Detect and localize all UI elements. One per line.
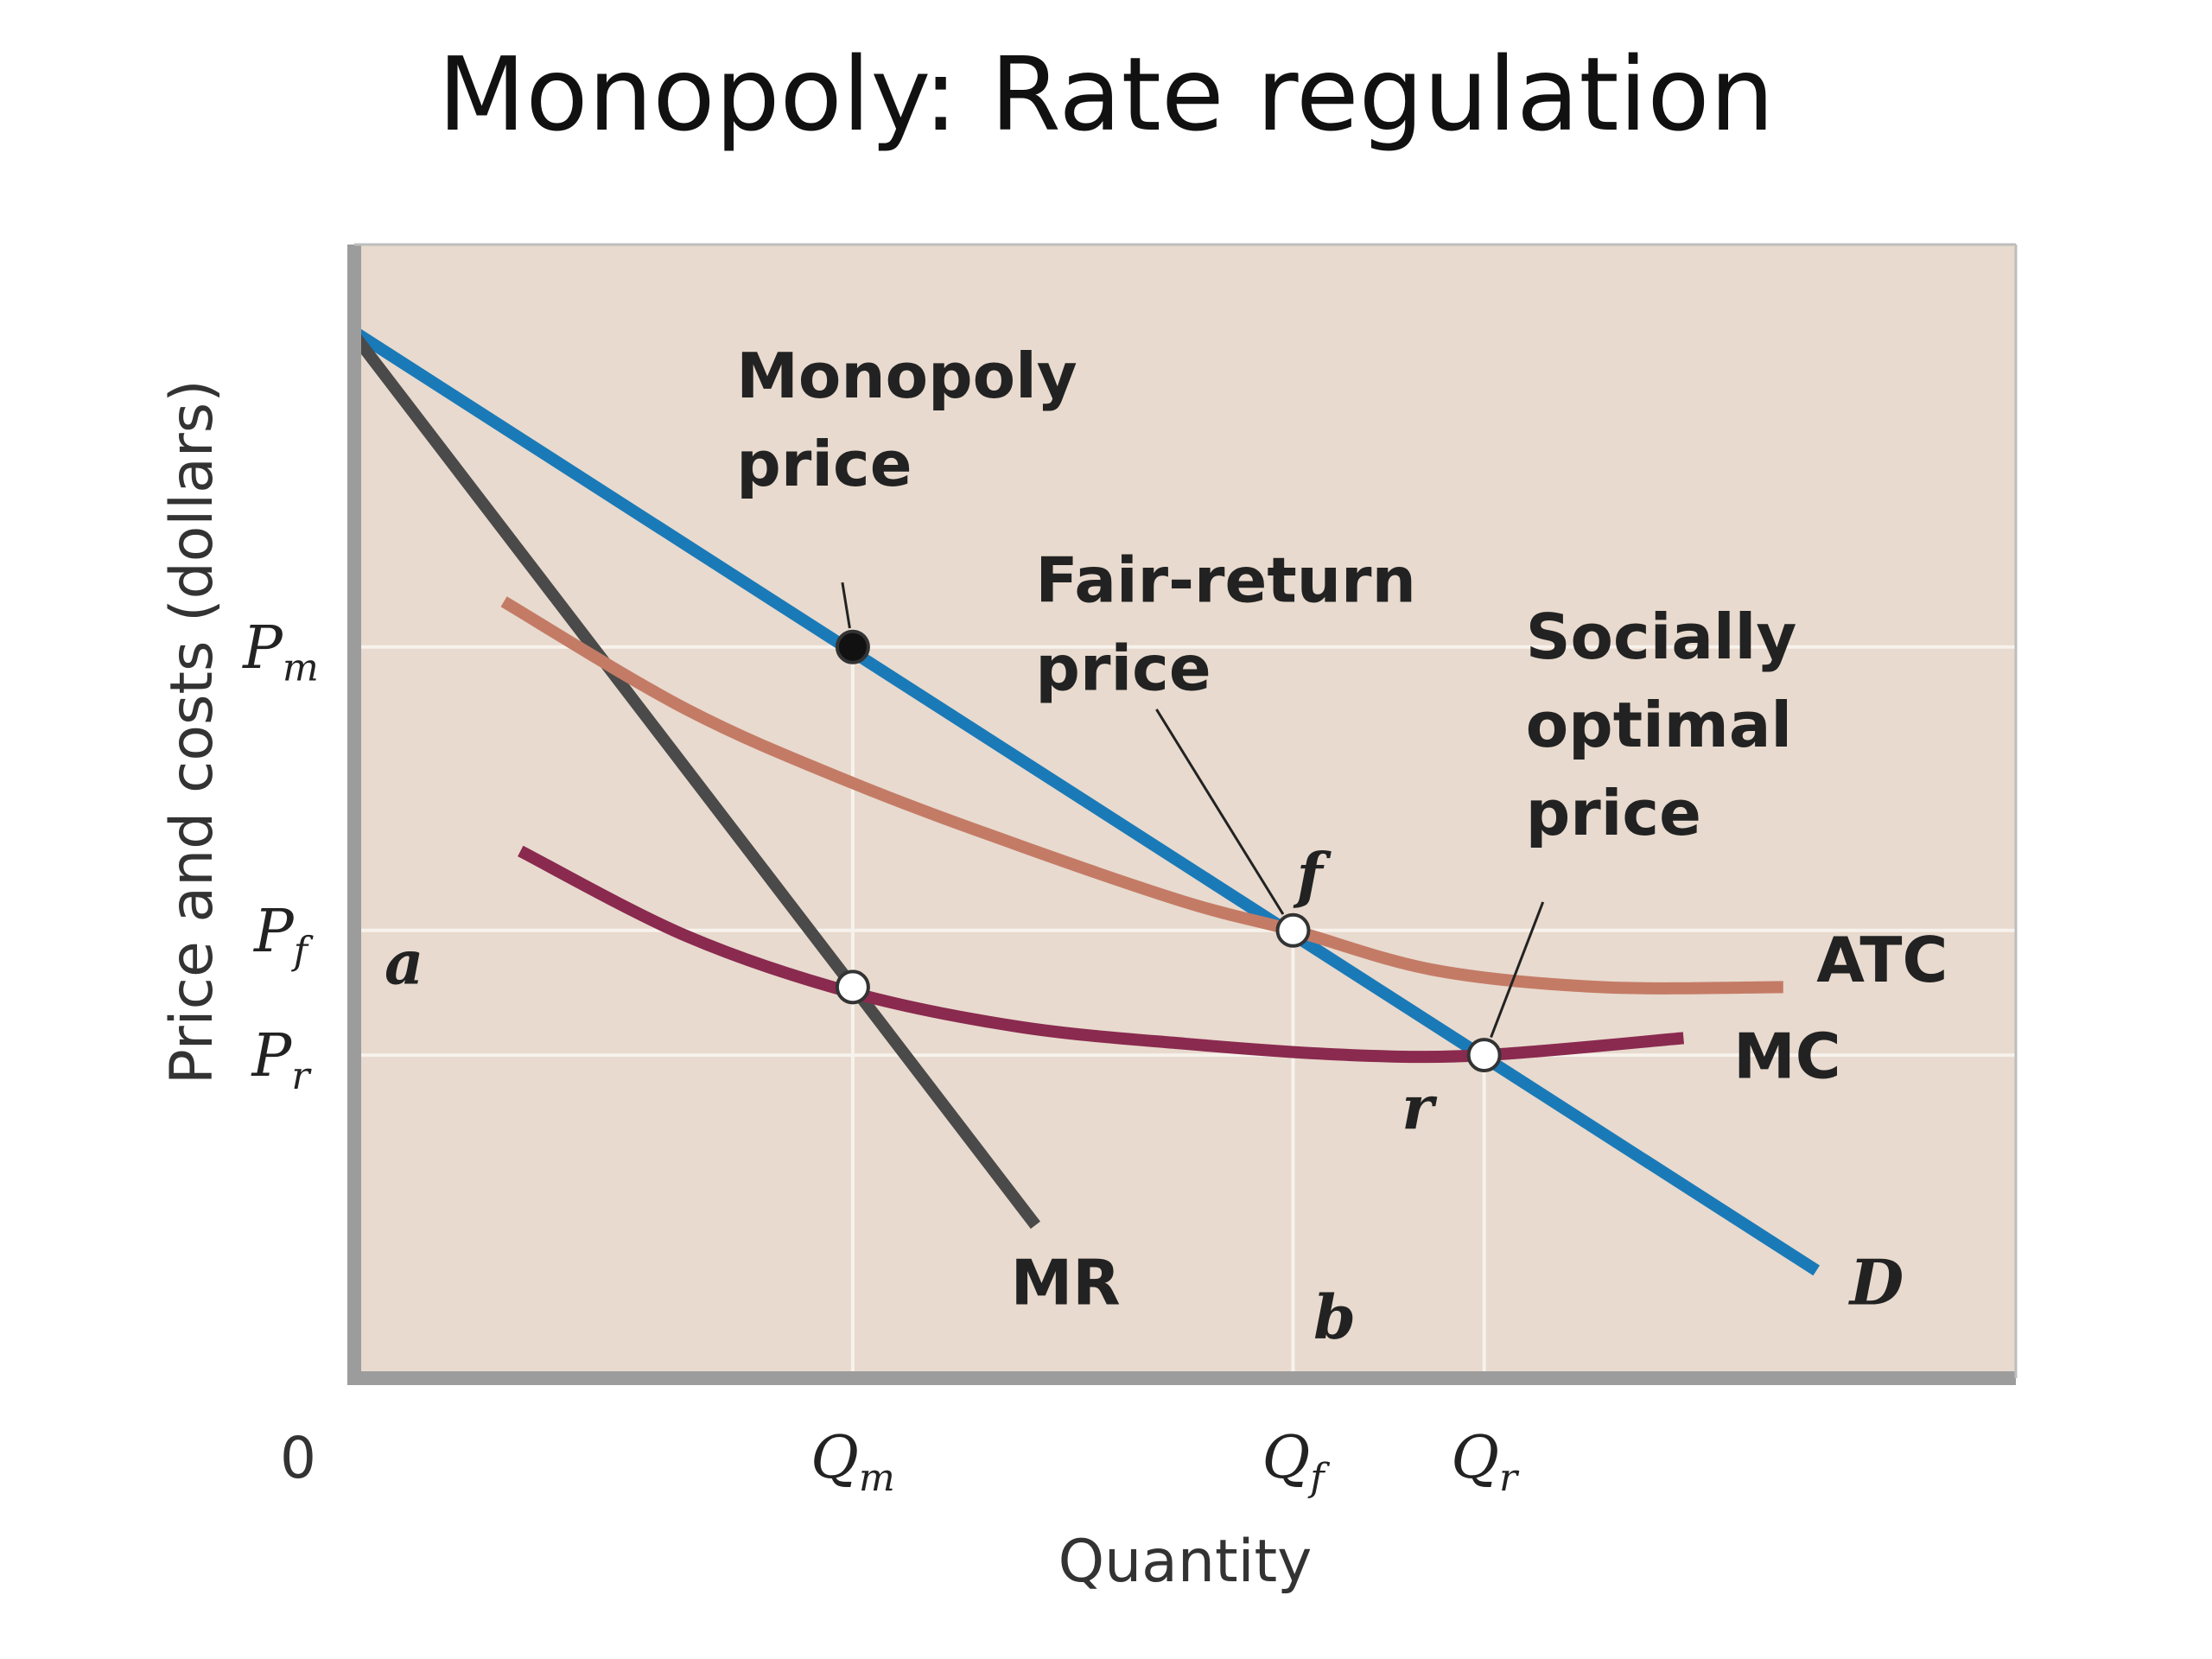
y-axis-label: Price and costs (dollars) — [158, 379, 226, 1084]
monopoly-point — [835, 629, 870, 664]
annotation-socially-line-1: Socially — [1526, 601, 1797, 673]
annotation-monopoly-line-2: price — [736, 428, 912, 500]
origin-label: 0 — [280, 1425, 316, 1491]
curve-mr — [349, 331, 1040, 1230]
curve-atc — [500, 596, 1783, 995]
points — [835, 629, 1502, 1073]
axes — [347, 243, 2018, 1385]
x-axis-label: Quantity — [1058, 1528, 1313, 1596]
slide-title: Monopoly: Rate regulation — [437, 35, 1775, 154]
plot-background — [354, 245, 2016, 1378]
point-letter-r: r — [1402, 1071, 1438, 1143]
curve-label-d: D — [1848, 1246, 1904, 1319]
annotation-leaders — [841, 582, 1545, 1039]
leader-line-socially — [1490, 901, 1545, 1039]
point-3 — [1466, 1038, 1502, 1073]
annotation-monopoly-line-1: Monopoly — [736, 340, 1077, 412]
x-tick-qf: Qf — [1262, 1424, 1330, 1500]
y-tick-pf: Pf — [252, 898, 314, 974]
point-4 — [835, 969, 870, 1005]
y-tick-pm: Pm — [241, 614, 319, 690]
guide-lines — [354, 645, 2016, 1378]
annotation-socially-line-2: optimal — [1526, 689, 1792, 761]
point-letter-a: a — [385, 926, 423, 998]
curve-label-mr: MR — [1011, 1247, 1121, 1319]
point-2 — [1275, 912, 1311, 948]
curve-d — [351, 327, 1821, 1276]
y-tick-pr: Pr — [251, 1022, 313, 1098]
curve-label-atc: ATC — [1816, 924, 1948, 996]
x-tick-qm: Qm — [810, 1424, 895, 1500]
x-tick-qr: Qr — [1451, 1424, 1520, 1500]
curve-label-mc: MC — [1733, 1020, 1840, 1092]
annotation-socially-line-3: price — [1526, 777, 1701, 849]
leader-line-fair-return — [1155, 709, 1285, 915]
point-letter-b: b — [1313, 1281, 1356, 1353]
annotation-fair-return-line-2: price — [1035, 632, 1211, 704]
annotation-fair-return-line-1: Fair-return — [1035, 543, 1415, 616]
leader-line-monopoly — [841, 582, 851, 629]
